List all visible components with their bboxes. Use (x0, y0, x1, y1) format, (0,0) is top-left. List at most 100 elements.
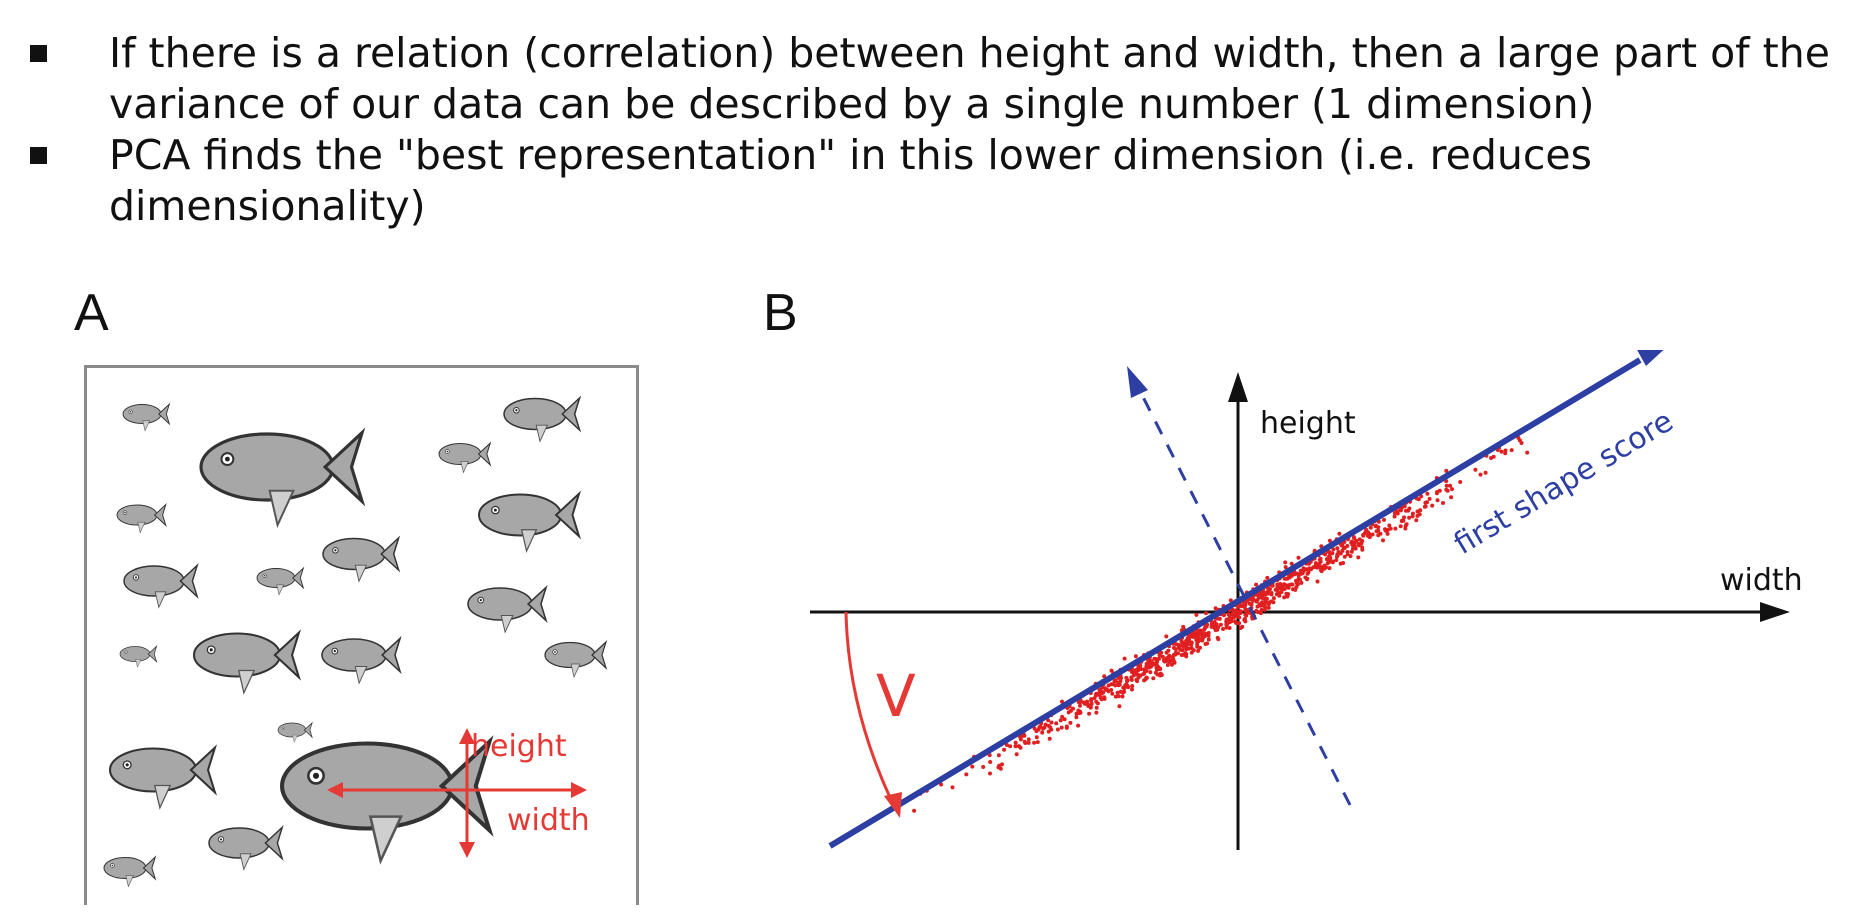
scatter-point (1262, 607, 1267, 612)
scatter-point (1419, 494, 1424, 499)
scatter-point (1180, 648, 1185, 653)
scatter-point (1142, 667, 1146, 672)
scatter-point (1181, 652, 1186, 657)
scatter-point (1054, 721, 1059, 726)
scatter-point (1382, 517, 1386, 522)
angle-arrow-icon (884, 792, 902, 818)
scatter-point (1032, 740, 1037, 745)
scatter-point (1110, 691, 1115, 696)
scatter-point (1334, 558, 1339, 563)
scatter-point (1237, 615, 1242, 620)
scatter-point (1427, 496, 1432, 501)
scatter-point (1144, 664, 1149, 669)
fish-icon (116, 504, 167, 534)
scatter-point (1205, 641, 1210, 646)
scatter-point (1158, 666, 1163, 671)
scatter-point (1238, 626, 1243, 630)
scatter-point (1094, 705, 1099, 710)
scatter-point (1216, 637, 1221, 642)
scatter-point (1330, 551, 1335, 556)
scatter-point (1263, 590, 1268, 595)
scatter-point (939, 782, 944, 787)
scatter-point (1278, 582, 1283, 586)
scatter-point (1214, 624, 1219, 629)
scatter-point (1206, 637, 1211, 642)
fish-icon (282, 742, 489, 861)
scatter-point (1144, 675, 1149, 680)
scatter-point (1221, 627, 1225, 631)
scatter-point (1191, 631, 1196, 636)
scatter-point (1097, 693, 1102, 697)
scatter-point (1414, 518, 1419, 523)
scatter-point (1282, 582, 1287, 587)
scatter-point (1388, 526, 1393, 531)
scatter-point (1410, 511, 1415, 516)
scatter-point (1430, 503, 1435, 508)
scatter-point (1266, 587, 1271, 592)
scatter-point (1074, 711, 1079, 716)
scatter-point (1234, 608, 1239, 613)
scatter-point (1076, 723, 1081, 728)
scatter-point (1383, 527, 1387, 532)
scatter-point (1227, 626, 1232, 630)
scatter-point (964, 772, 969, 777)
scatter-point (1071, 706, 1075, 711)
x-axis-arrow-icon (1760, 602, 1790, 622)
scatter-point (1124, 675, 1129, 680)
scatter-point (1102, 674, 1107, 679)
scatter-point (1113, 683, 1118, 688)
fish-icon (208, 826, 283, 871)
scatter-point (1206, 633, 1211, 638)
scatter-point (1282, 595, 1287, 600)
scatter-point (1283, 560, 1288, 565)
second-component-arrow-icon (1127, 366, 1148, 398)
scatter-point (1489, 456, 1494, 460)
scatter-point (1089, 697, 1094, 702)
scatter-point (1133, 654, 1138, 659)
scatter-point (970, 764, 975, 769)
bullet-list: If there is a relation (correlation) bet… (0, 28, 1866, 232)
scatter-point (1120, 694, 1125, 699)
scatter-point (1296, 555, 1301, 560)
scatter-point (1231, 613, 1236, 618)
scatter-point (1060, 714, 1065, 719)
scatter-point (1449, 495, 1454, 500)
scatter-point (1176, 642, 1181, 647)
scatter-point (1425, 500, 1429, 505)
scatter-point (1357, 537, 1362, 542)
scatter-point (1254, 608, 1259, 613)
scatter-point (1093, 692, 1098, 697)
scatter-point (1273, 587, 1278, 592)
scatter-point (1097, 687, 1102, 692)
scatter-point (1198, 637, 1203, 642)
scatter-point (1166, 655, 1171, 660)
scatter-point (1327, 549, 1332, 554)
scatter-point (1352, 543, 1357, 548)
scatter-point (1525, 450, 1530, 455)
scatter-point (1055, 727, 1060, 732)
fish-icon (108, 746, 216, 809)
scatter-point (1519, 441, 1524, 445)
scatter-point (1503, 448, 1508, 453)
scatter-point (1342, 554, 1347, 559)
bullet-item: If there is a relation (correlation) bet… (0, 28, 1866, 130)
scatter-point (1326, 556, 1330, 561)
scatter-point (1121, 685, 1126, 690)
scatter-point (1289, 561, 1294, 566)
scatter-point (1151, 676, 1156, 681)
scatter-point (1164, 634, 1169, 639)
scatter-point (1008, 744, 1013, 749)
scatter-point (1285, 594, 1290, 599)
scatter-point (1381, 538, 1385, 543)
scatter-point (1147, 658, 1152, 663)
scatter-point (1306, 568, 1311, 572)
scatter-point (1325, 561, 1330, 566)
scatter-point (1014, 752, 1019, 757)
scatter-point (1122, 656, 1127, 661)
scatter-point (912, 808, 917, 813)
scatter-point (1095, 701, 1100, 706)
scatter-point (1129, 670, 1134, 674)
scatter-point (1294, 585, 1299, 589)
scatter-point (1194, 637, 1199, 642)
scatter-point (1109, 668, 1114, 673)
